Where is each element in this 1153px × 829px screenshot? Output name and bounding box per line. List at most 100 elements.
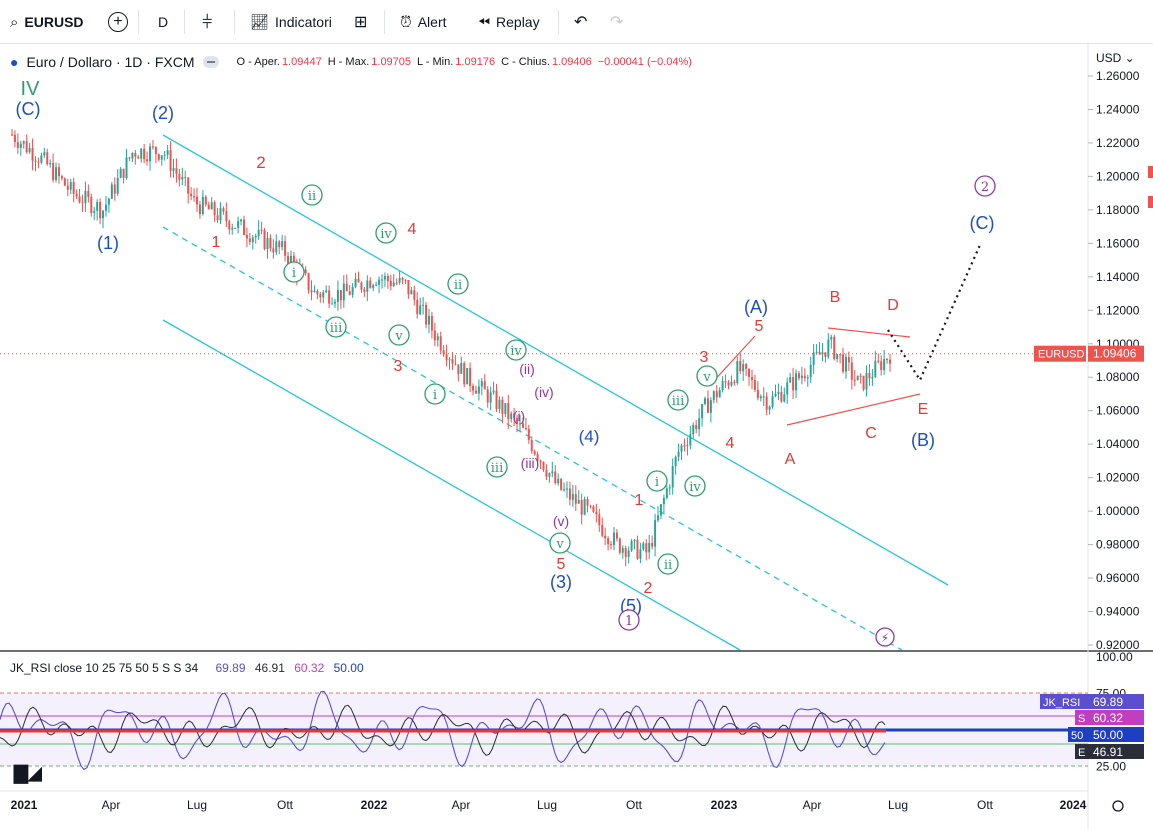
- candle-body: [201, 196, 204, 214]
- toolbar-divider: [138, 10, 139, 34]
- candle-body: [812, 352, 815, 365]
- templates-icon: ⊞: [354, 14, 368, 31]
- redo-button[interactable]: ↷: [610, 0, 623, 44]
- rsi-value-text: 69.89: [1093, 695, 1123, 709]
- candle-body: [46, 152, 49, 165]
- rsi-main-line: [0, 690, 886, 771]
- wave-label: (4): [579, 427, 600, 446]
- candle-body: [842, 354, 845, 372]
- candle-body: [539, 460, 542, 463]
- candle-body: [281, 241, 284, 248]
- candle-body: [234, 227, 237, 229]
- ohlc-legend: ● Euro / Dollaro · 1D · FXCM O - Aper. 1…: [10, 52, 692, 72]
- wave-label: 4: [408, 221, 417, 238]
- candle-body: [207, 204, 210, 210]
- bar-type-icon: ⫩: [202, 11, 213, 32]
- candle-body: [107, 198, 110, 205]
- candle-body: [542, 462, 545, 471]
- candle-body: [877, 360, 880, 362]
- settings-gear-icon[interactable]: [1112, 800, 1124, 812]
- candle-body: [780, 391, 783, 402]
- price-tick-label: 1.04000: [1096, 437, 1140, 451]
- candle-body: [636, 539, 639, 559]
- candle-body: [313, 290, 316, 293]
- candle-body: [800, 375, 803, 379]
- candle-body: [242, 219, 245, 235]
- tradingview-logo-icon: ▇◢: [13, 763, 43, 784]
- wave-label: i: [433, 388, 437, 403]
- candle-body: [369, 280, 372, 288]
- candle-body: [777, 391, 780, 395]
- candle-body: [645, 543, 648, 553]
- candle-body: [34, 160, 37, 162]
- wave-label: 1: [635, 492, 644, 509]
- undo-button[interactable]: ↶: [574, 0, 587, 44]
- candle-body: [460, 363, 463, 374]
- candle-body: [577, 499, 580, 504]
- candle-body: [149, 146, 152, 162]
- candle-body: [548, 473, 551, 477]
- add-symbol-button[interactable]: +: [108, 0, 128, 44]
- currency-selector[interactable]: USD ⌄: [1096, 51, 1135, 65]
- candle-body: [37, 161, 40, 163]
- candle-body: [527, 429, 530, 440]
- candle-body: [157, 154, 160, 160]
- candle-body: [821, 352, 824, 355]
- candle-body: [457, 364, 460, 374]
- candle-body: [11, 134, 13, 136]
- candle-body: [375, 284, 378, 286]
- hide-legend-button[interactable]: [202, 56, 219, 68]
- candle-body: [237, 221, 240, 228]
- symbol-search-button[interactable]: ⌕ EURUSD: [10, 0, 84, 44]
- rsi-value-badge: [1088, 710, 1144, 725]
- interval-button[interactable]: D: [158, 0, 168, 44]
- candle-body: [407, 279, 410, 295]
- candle-body: [213, 202, 216, 216]
- candle-body: [113, 184, 116, 194]
- time-tick-label: Apr: [452, 798, 471, 812]
- replay-button[interactable]: ⏪︎ Replay: [478, 0, 540, 44]
- channel-upper-line: [162, 134, 949, 586]
- candle-body: [404, 279, 407, 281]
- wave-label: i: [292, 266, 296, 281]
- price-tick-label: 1.12000: [1096, 303, 1140, 317]
- candle-body: [836, 354, 839, 359]
- rsi-value-badge: [1088, 744, 1144, 759]
- symbol-label: EURUSD: [24, 14, 84, 30]
- time-tick-label: 2021: [11, 798, 38, 812]
- channel-mid-line: [162, 226, 903, 651]
- wave-label: 5: [557, 556, 566, 573]
- candle-body: [844, 356, 847, 372]
- indicators-button[interactable]: 📈︎ Indicatori: [250, 0, 332, 44]
- candle-body: [689, 434, 692, 446]
- wave-label-circle: [667, 389, 689, 411]
- high-label: H - Max.: [327, 56, 370, 68]
- candle-body: [307, 273, 310, 291]
- candle-body: [545, 470, 548, 477]
- alert-button[interactable]: ⏰︎ Alert: [400, 0, 447, 44]
- time-tick-label: 2023: [711, 798, 738, 812]
- wave-label: iv: [510, 344, 522, 359]
- price-tick-label: 1.16000: [1096, 236, 1140, 250]
- candle-body: [55, 167, 58, 181]
- wave-label: 1: [212, 234, 221, 251]
- wave-label: (C): [16, 99, 41, 119]
- candle-body: [786, 382, 789, 395]
- change-value: −0.00041 (−0.04%): [597, 56, 692, 68]
- last-symbol-text: EURUSD: [1038, 349, 1085, 361]
- candle-body: [357, 278, 360, 283]
- wave-label: 2: [256, 153, 265, 172]
- bar-type-button[interactable]: ⫩: [202, 0, 212, 44]
- rsi-value-1: 69.89: [215, 661, 246, 675]
- low-value: 1.09176: [455, 56, 496, 68]
- rsi-value-badge: [1088, 694, 1144, 709]
- candle-body: [598, 514, 601, 526]
- candle-body: [480, 381, 483, 387]
- candle-body: [783, 394, 786, 402]
- wave-label: C: [865, 425, 877, 442]
- event-marker-icon[interactable]: [875, 627, 895, 647]
- templates-button[interactable]: ⊞: [354, 0, 367, 44]
- candle-body: [304, 269, 307, 274]
- rsi-legend: JK_RSI close 10 25 75 50 5 S S 34 69.89 …: [10, 661, 370, 675]
